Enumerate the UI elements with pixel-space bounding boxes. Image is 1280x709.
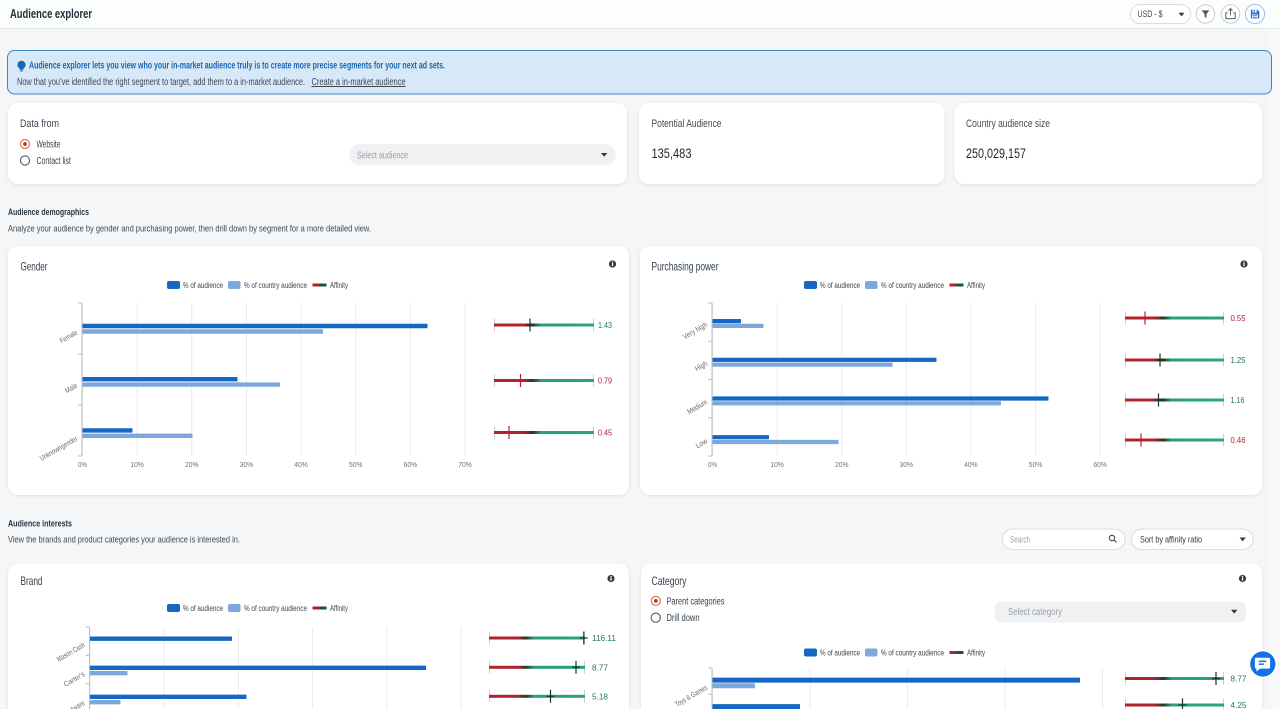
svg-text:0.55: 0.55 — [1231, 313, 1246, 323]
svg-text:View the brands and product ca: View the brands and product categories y… — [8, 535, 240, 546]
svg-text:20%: 20% — [185, 460, 199, 469]
svg-text:% of audience: % of audience — [183, 281, 223, 290]
svg-text:Audience explorer lets you vie: Audience explorer lets you view who your… — [29, 61, 445, 72]
svg-text:30%: 30% — [900, 460, 914, 469]
svg-text:10%: 10% — [130, 460, 144, 469]
svg-text:Create a in-market audience: Create a in-market audience — [312, 77, 406, 88]
svg-text:Now that you’ve identified the: Now that you’ve identified the right seg… — [17, 77, 305, 88]
svg-text:Country audience size: Country audience size — [966, 118, 1050, 130]
svg-text:1.25: 1.25 — [1231, 355, 1246, 365]
svg-text:0%: 0% — [708, 460, 717, 469]
svg-text:0%: 0% — [78, 460, 87, 469]
svg-text:50%: 50% — [1029, 460, 1043, 469]
svg-text:% of audience: % of audience — [183, 604, 223, 613]
svg-text:50%: 50% — [349, 460, 363, 469]
svg-text:Sort by affinity ratio: Sort by affinity ratio — [1140, 535, 1202, 546]
svg-text:10%: 10% — [770, 460, 784, 469]
svg-text:Website: Website — [37, 140, 61, 151]
svg-text:70%: 70% — [458, 460, 472, 469]
svg-text:Affinity: Affinity — [330, 604, 348, 613]
svg-text:Potential Audience: Potential Audience — [652, 118, 722, 130]
svg-text:8.77: 8.77 — [1231, 674, 1247, 684]
svg-text:% of country audience: % of country audience — [881, 649, 944, 658]
svg-text:1.43: 1.43 — [598, 320, 612, 330]
svg-text:% of audience: % of audience — [820, 281, 860, 290]
svg-text:Brand: Brand — [21, 574, 43, 588]
svg-text:% of country audience: % of country audience — [881, 281, 944, 290]
svg-text:Parent categories: Parent categories — [667, 596, 725, 607]
svg-text:60%: 60% — [1093, 460, 1107, 469]
svg-text:8.77: 8.77 — [592, 662, 608, 672]
svg-text:Affinity: Affinity — [967, 649, 985, 658]
svg-text:Category: Category — [652, 574, 687, 588]
svg-text:Affinity: Affinity — [330, 281, 348, 290]
svg-text:Gender: Gender — [21, 260, 48, 274]
svg-text:30%: 30% — [240, 460, 254, 469]
svg-text:% of audience: % of audience — [820, 649, 860, 658]
svg-text:0.45: 0.45 — [598, 428, 612, 438]
svg-text:Search: Search — [1010, 535, 1030, 546]
svg-text:Purchasing power: Purchasing power — [652, 260, 719, 274]
svg-text:5.18: 5.18 — [592, 691, 608, 701]
svg-text:Select category: Select category — [1008, 607, 1062, 618]
svg-text:% of country audience: % of country audience — [244, 604, 307, 613]
svg-text:250,029,157: 250,029,157 — [966, 146, 1026, 161]
svg-text:135,483: 135,483 — [652, 146, 692, 161]
svg-text:0.46: 0.46 — [1231, 435, 1246, 445]
svg-text:40%: 40% — [294, 460, 308, 469]
svg-text:USD - $: USD - $ — [1138, 9, 1164, 20]
svg-text:Audience interests: Audience interests — [8, 519, 72, 530]
svg-text:Affinity: Affinity — [967, 281, 985, 290]
svg-text:1.16: 1.16 — [1231, 395, 1245, 405]
svg-text:Data from: Data from — [20, 118, 59, 130]
svg-text:Audience demographics: Audience demographics — [8, 207, 89, 218]
svg-text:20%: 20% — [835, 460, 849, 469]
svg-text:4.25: 4.25 — [1231, 700, 1247, 709]
svg-text:Contact list: Contact list — [37, 156, 72, 167]
svg-text:% of country audience: % of country audience — [244, 281, 307, 290]
svg-text:Select audience: Select audience — [357, 151, 408, 162]
svg-text:Analyze your audience by gende: Analyze your audience by gender and purc… — [8, 224, 371, 235]
svg-text:0.79: 0.79 — [598, 376, 612, 386]
svg-text:Audience explorer: Audience explorer — [10, 6, 92, 21]
svg-text:40%: 40% — [964, 460, 978, 469]
svg-text:116.11: 116.11 — [592, 633, 616, 643]
svg-text:60%: 60% — [404, 460, 418, 469]
svg-text:Drill down: Drill down — [667, 613, 700, 624]
